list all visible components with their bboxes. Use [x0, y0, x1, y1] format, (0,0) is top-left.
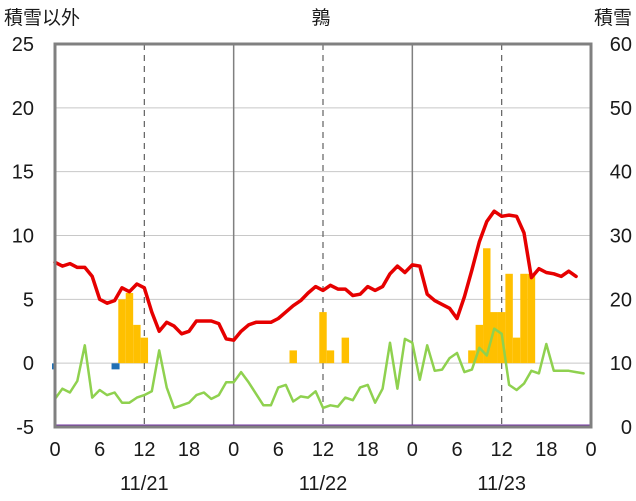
plot-frame [53, 42, 593, 429]
x-tick-label: 0 [228, 439, 239, 461]
y-right-tick-label: 50 [610, 98, 632, 120]
y-right-tick-label: 60 [610, 34, 632, 56]
y-left-tick-label: 20 [12, 98, 34, 120]
x-tick-label: 18 [357, 439, 379, 461]
x-tick-label: 12 [312, 439, 334, 461]
snow-bar [133, 324, 141, 364]
snow-bar [341, 337, 350, 364]
gridlines [55, 44, 591, 427]
snow-bar [326, 350, 335, 364]
red-series-line [53, 209, 578, 342]
plot-border [53, 42, 593, 429]
snow-bar [475, 324, 484, 364]
snow-bar [512, 337, 521, 364]
snow-bar [527, 273, 536, 364]
snow-bar [505, 273, 513, 364]
y-right-tick-label: 20 [610, 289, 632, 311]
snow-bars [52, 248, 536, 370]
snow-bar [289, 350, 297, 364]
snow-bar [483, 248, 491, 364]
blue-mark [111, 363, 120, 370]
chart-title: 鶉 [311, 7, 330, 29]
snow-bar [520, 273, 528, 364]
x-tick-label: 0 [585, 439, 596, 461]
snow-bar [468, 350, 476, 364]
date-label: 11/23 [477, 473, 526, 495]
x-tick-label: 0 [407, 439, 418, 461]
y-right-tick-label: 0 [621, 417, 632, 439]
y-left-tick-label: 15 [12, 162, 34, 184]
x-tick-label: 6 [273, 439, 284, 461]
x-tick-label: 12 [491, 439, 513, 461]
x-tick-label: 18 [535, 439, 557, 461]
x-tick-label: 6 [451, 439, 462, 461]
left-axis-title: 積雪以外 [4, 7, 80, 29]
y-left-tick-label: 0 [23, 353, 34, 375]
x-tick-label: 0 [49, 439, 60, 461]
green-series-line [53, 327, 585, 410]
y-left-tick-label: 5 [23, 289, 34, 311]
x-tick-label: 6 [94, 439, 105, 461]
x-tick-label: 12 [133, 439, 155, 461]
snow-bar [490, 312, 498, 364]
y-left-tick-label: -5 [16, 417, 34, 439]
snow-bar [319, 312, 327, 364]
y-left-tick-label: 10 [12, 226, 34, 248]
y-right-tick-label: 10 [610, 353, 632, 375]
x-tick-label: 18 [178, 439, 200, 461]
date-label: 11/21 [120, 473, 169, 495]
snow-bar [118, 299, 126, 364]
y-left-tick-label: 25 [12, 34, 34, 56]
snow-bar [125, 292, 134, 364]
right-axis-title: 積雪 [594, 7, 632, 29]
y-right-tick-label: 30 [610, 226, 632, 248]
date-label: 11/22 [299, 473, 348, 495]
snow-bar [140, 337, 149, 364]
y-right-tick-label: 40 [610, 162, 632, 184]
